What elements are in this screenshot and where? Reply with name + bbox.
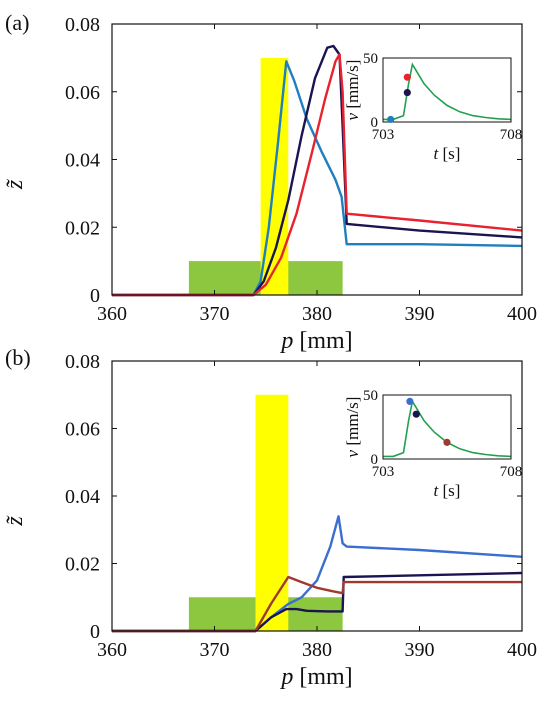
inset-marker: [406, 397, 414, 405]
panel-label: (a): [5, 10, 29, 35]
chart-panel-a: (a) 360 370 380 390 400 0 0.02 0.04 0.06 0.08 p [mm…: [2, 10, 537, 354]
inset-y-unit: [mm/s]: [343, 60, 362, 113]
inset-y-axis-label: v [mm/s]: [343, 60, 362, 121]
inset-marker: [412, 410, 420, 418]
x-tick-label: 370: [200, 303, 230, 325]
series-line: [112, 60, 523, 297]
inset-y-tick-label: 50: [363, 51, 378, 67]
x-tick-label: 370: [200, 639, 230, 661]
y-tick-label: 0.08: [65, 14, 100, 36]
inset-x-tick-label: 708: [500, 464, 523, 480]
y-tick-label: 0: [90, 285, 100, 307]
x-tick-label: 380: [302, 639, 332, 661]
inset-chart: 703 708 0 50 t [s] v [mm/s]: [343, 51, 522, 163]
inset-marker: [443, 438, 451, 446]
x-axis-unit: [mm]: [293, 328, 352, 354]
inset-y-unit: [mm/s]: [343, 397, 362, 450]
x-axis-unit: [mm]: [293, 664, 352, 690]
y-tick-label: 0.02: [65, 554, 100, 576]
panel-label: (b): [5, 345, 31, 370]
inset-frame: [382, 394, 512, 460]
y-tick-label: 0.06: [65, 419, 100, 441]
inset-y-variable: v: [343, 449, 362, 457]
series-line: [112, 53, 523, 297]
inset-y-axis-label: v [mm/s]: [343, 397, 362, 458]
inset-x-unit: [s]: [438, 144, 460, 163]
inset-velocity-curve: [383, 399, 512, 458]
x-tick-label: 360: [97, 639, 127, 661]
inset-y-variable: v: [343, 112, 362, 120]
inset-x-unit: [s]: [438, 481, 460, 500]
y-tick-label: 0.06: [65, 82, 100, 104]
y-tick-label: 0.04: [65, 150, 100, 172]
inset-y-tick-label: 0: [371, 452, 379, 468]
series-line: [112, 571, 523, 633]
inset-x-tick-label: 703: [372, 127, 395, 143]
inset-x-tick-label: 703: [372, 464, 395, 480]
chart-panel-b: (b) 360 370 380 390 400 0 0.02 0.04 0.06 0.08 p [mm…: [2, 345, 537, 690]
inset-chart: 703 708 0 50 t [s] v [mm/s]: [343, 388, 522, 500]
series-line: [112, 575, 522, 633]
y-axis-label: z̃: [2, 515, 28, 527]
x-tick-label: 400: [507, 639, 537, 661]
inset-y-tick-label: 0: [371, 115, 379, 131]
x-tick-label: 390: [405, 639, 435, 661]
x-axis-label: p [mm]: [279, 664, 352, 690]
inset-x-tick-label: 708: [500, 127, 523, 143]
inset-frame: [382, 57, 512, 123]
y-tick-label: 0: [90, 621, 100, 643]
inset-velocity-curve: [383, 62, 512, 121]
x-tick-label: 400: [507, 303, 537, 325]
inset-x-variable: t: [434, 144, 440, 163]
inset-marker: [403, 88, 411, 97]
y-axis-label: z̃: [2, 178, 28, 190]
y-tick-label: 0.08: [65, 351, 100, 373]
inset-marker: [403, 73, 411, 81]
y-tick-label: 0.04: [65, 486, 100, 508]
inset-x-variable: t: [434, 481, 440, 500]
inset-marker: [387, 115, 395, 124]
x-tick-label: 380: [302, 303, 332, 325]
inset-x-axis-label: t [s]: [434, 144, 461, 163]
x-axis-label: p [mm]: [279, 328, 352, 354]
x-axis-variable: p: [279, 664, 293, 690]
region-bar: [255, 394, 289, 631]
y-tick-label: 0.02: [65, 217, 100, 239]
x-tick-label: 390: [405, 303, 435, 325]
x-axis-variable: p: [279, 328, 293, 354]
inset-x-axis-label: t [s]: [434, 481, 461, 500]
x-tick-label: 360: [97, 303, 127, 325]
inset-y-tick-label: 50: [363, 388, 378, 404]
